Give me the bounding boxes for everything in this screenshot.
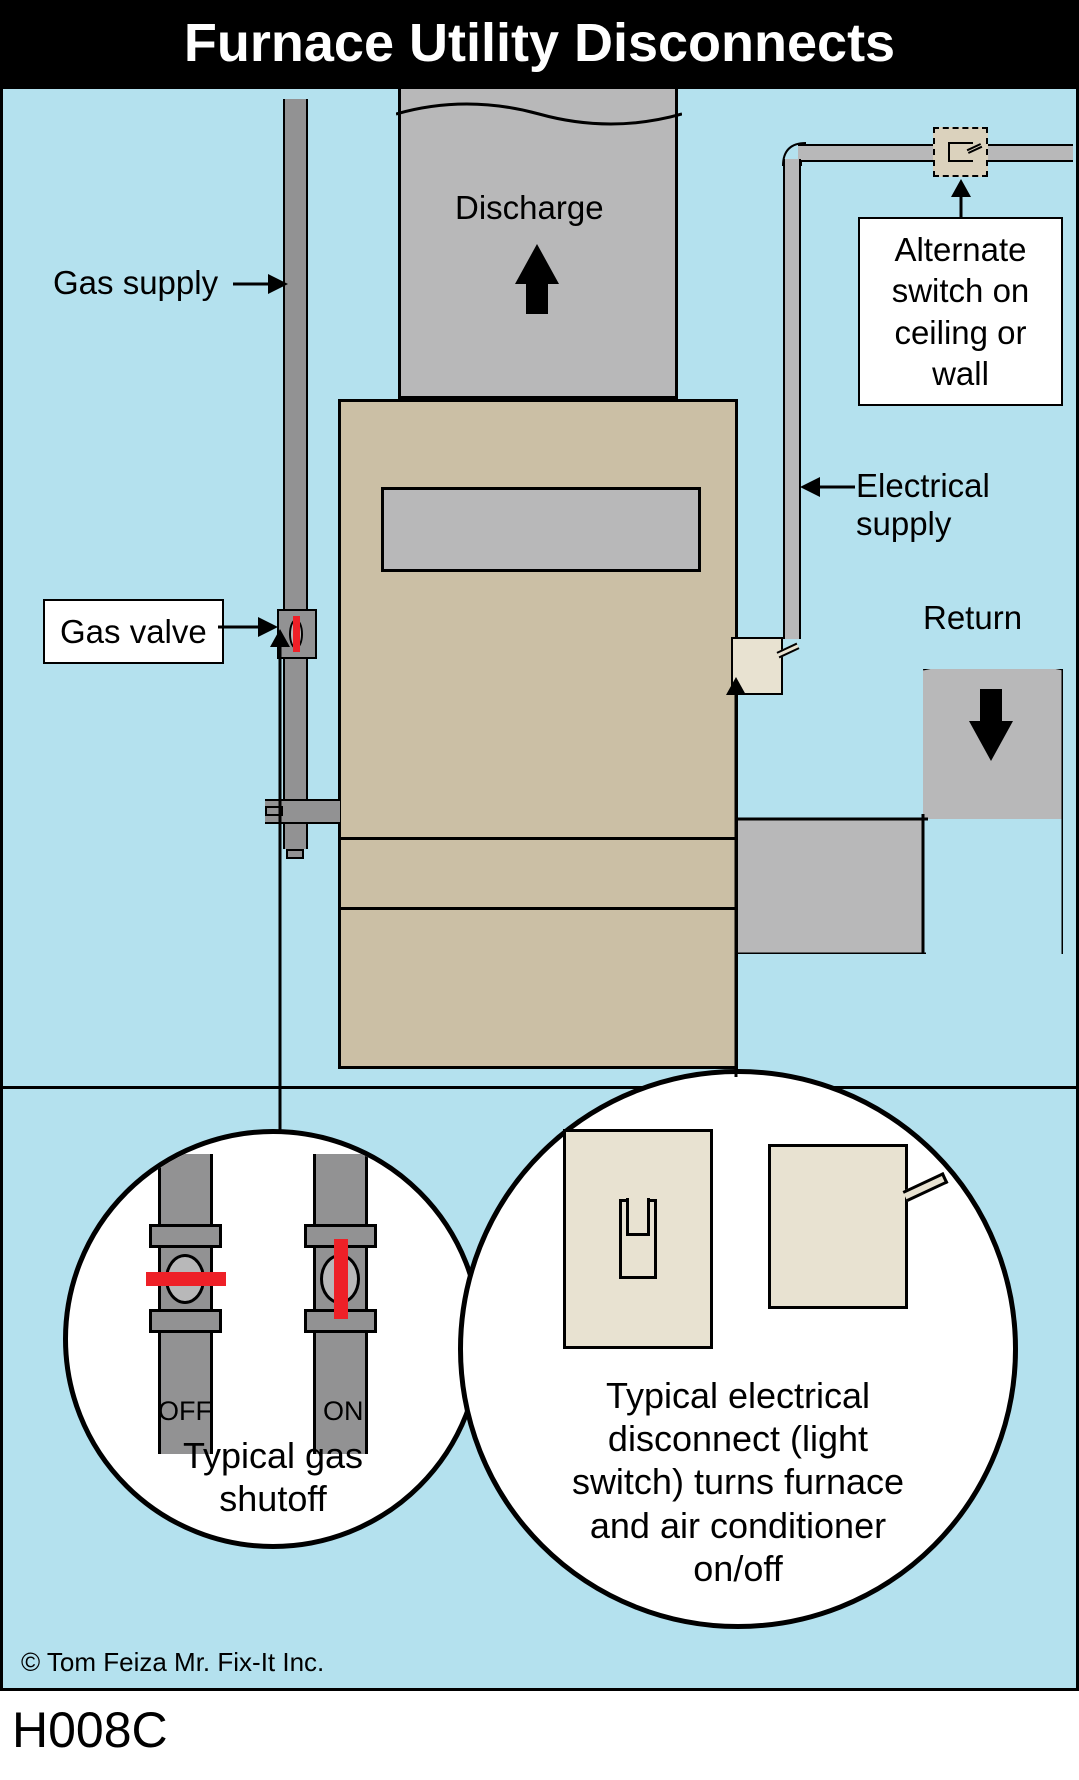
off-valve-band-bottom [149, 1309, 222, 1333]
code-label: H008C [0, 1691, 1079, 1769]
switch-box-side [768, 1144, 908, 1309]
lower-section: OFF ON Typical gas shutoff Typical elect… [3, 1089, 1076, 1689]
furnace-body [338, 399, 738, 1069]
alternate-switch-callout: Alternate switch on ceiling or wall [858, 217, 1063, 406]
return-duct [738, 669, 1063, 954]
furnace-window [381, 487, 701, 572]
switch-toggle [626, 1198, 650, 1236]
diagram-container: Furnace Utility Disconnects Discharge [0, 0, 1079, 1769]
discharge-wavy-top [396, 89, 682, 129]
furnace-seam-1 [341, 837, 735, 840]
electrical-supply-label: Electrical supply [856, 467, 990, 543]
copyright-text: © Tom Feiza Mr. Fix-It Inc. [21, 1647, 324, 1678]
return-arrow-stem [980, 689, 1002, 724]
electrical-supply-arrow [800, 472, 855, 502]
gas-valve-callout: Gas valve [43, 599, 224, 664]
discharge-arrow-head [515, 244, 559, 284]
switch-lever-side [903, 1172, 949, 1202]
gas-detail-pointer [260, 629, 300, 1134]
electrical-detail-pointer [716, 677, 756, 1077]
title-bar: Furnace Utility Disconnects [0, 0, 1079, 86]
electrical-detail-circle: Typical electrical disconnect (light swi… [458, 1069, 1018, 1629]
main-panel: Discharge Return [0, 86, 1079, 1691]
electrical-detail-caption: Typical electrical disconnect (light swi… [463, 1374, 1013, 1590]
gas-supply-arrow [233, 269, 288, 299]
on-valve-red [334, 1239, 348, 1319]
off-valve-red [146, 1272, 226, 1286]
gas-detail-caption: Typical gas shutoff [68, 1434, 478, 1520]
furnace-seam-2 [341, 907, 735, 910]
on-label: ON [323, 1396, 364, 1427]
off-label: OFF [158, 1396, 212, 1427]
discharge-label: Discharge [455, 189, 604, 227]
upper-section: Discharge Return [3, 89, 1076, 1089]
alt-switch-arrow [946, 179, 976, 219]
gas-shutoff-detail-circle: OFF ON Typical gas shutoff [63, 1129, 483, 1549]
conduit-elbow [781, 141, 806, 166]
gas-supply-label: Gas supply [53, 264, 218, 302]
off-valve-band-top [149, 1224, 222, 1248]
discharge-arrow-stem [526, 279, 548, 314]
return-arrow-head [969, 721, 1013, 761]
electrical-conduit-vertical [783, 159, 801, 639]
return-label: Return [923, 599, 1022, 637]
